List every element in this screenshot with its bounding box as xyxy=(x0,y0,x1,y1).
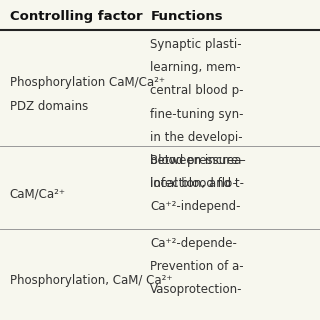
Text: CaM/Ca²⁺: CaM/Ca²⁺ xyxy=(10,187,66,200)
Text: Phosphorylation CaM/Ca²⁺: Phosphorylation CaM/Ca²⁺ xyxy=(10,76,164,90)
Text: Prevention of a-: Prevention of a- xyxy=(150,260,244,273)
Text: in the developi-: in the developi- xyxy=(150,131,243,144)
Text: PDZ domains: PDZ domains xyxy=(10,100,88,113)
Text: infection, and t-: infection, and t- xyxy=(150,177,244,190)
Text: Blood pressure-: Blood pressure- xyxy=(150,154,243,167)
Text: Phosphorylation, CaM/ Ca²⁺: Phosphorylation, CaM/ Ca²⁺ xyxy=(10,275,172,287)
Text: Ca⁺²-independ-: Ca⁺²-independ- xyxy=(150,200,241,213)
Text: central blood p-: central blood p- xyxy=(150,84,244,98)
Text: Ca⁺²-depende-: Ca⁺²-depende- xyxy=(150,237,237,250)
Text: Synaptic plasti-: Synaptic plasti- xyxy=(150,38,242,52)
Text: learning, mem-: learning, mem- xyxy=(150,61,241,75)
Text: between increa-: between increa- xyxy=(150,154,246,167)
Text: Vasoprotection-: Vasoprotection- xyxy=(150,283,243,296)
Text: Controlling factor: Controlling factor xyxy=(10,10,142,23)
Text: local blood flo-: local blood flo- xyxy=(150,177,237,190)
Text: Functions: Functions xyxy=(150,10,223,23)
Text: fine-tuning syn-: fine-tuning syn- xyxy=(150,108,244,121)
